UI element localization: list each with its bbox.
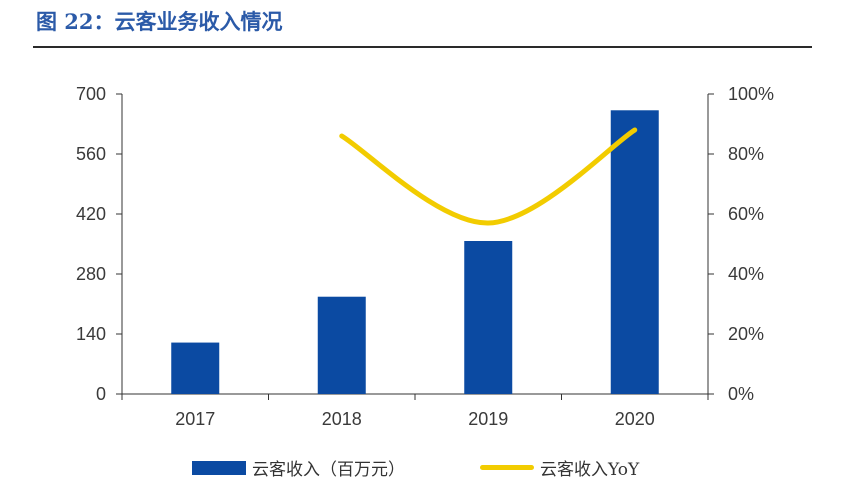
legend-bar-swatch (192, 460, 246, 475)
right-tick-label: 80% (728, 144, 764, 164)
right-tick-label: 20% (728, 324, 764, 344)
combo-chart: 0 140 280 420 560 700 0% 20% 40% 60% 80% 100% 2017 20… (76, 84, 774, 429)
bar-series (171, 110, 659, 395)
figure-title: 图 22：云客业务收入情况 (36, 9, 283, 34)
left-tick-label: 140 (76, 324, 106, 344)
x-tick-label: 2020 (615, 409, 655, 429)
legend-item-revenue: 云客收入（百万元） (192, 455, 405, 480)
revenue-bar (610, 110, 659, 395)
line-series (339, 127, 638, 226)
axes (116, 93, 714, 400)
x-tick-label: 2018 (322, 409, 362, 429)
legend-line-swatch (480, 465, 534, 470)
legend-label-revenue: 云客收入（百万元） (252, 460, 405, 480)
left-tick-label: 560 (76, 144, 106, 164)
title-rule (33, 46, 812, 48)
right-tick-label: 60% (728, 204, 764, 224)
legend: 云客收入（百万元） 云客收入YoY (0, 455, 851, 485)
left-tick-label: 700 (76, 84, 106, 104)
legend-label-yoy: 云客收入YoY (540, 460, 640, 480)
revenue-bar (171, 342, 220, 394)
revenue-bar (464, 241, 513, 394)
legend-item-yoy: 云客收入YoY (480, 455, 639, 480)
right-tick-label: 40% (728, 264, 764, 284)
x-tick-label: 2017 (175, 409, 215, 429)
right-tick-label: 100% (728, 84, 774, 104)
left-tick-label: 280 (76, 264, 106, 284)
tick-labels: 0 140 280 420 560 700 0% 20% 40% 60% 80% 100% 2017 20… (76, 84, 774, 429)
yoy-line (339, 127, 638, 226)
revenue-bar (317, 296, 366, 394)
left-tick-label: 420 (76, 204, 106, 224)
x-tick-label: 2019 (468, 409, 508, 429)
right-tick-label: 0% (728, 384, 754, 404)
left-tick-label: 0 (96, 384, 106, 404)
